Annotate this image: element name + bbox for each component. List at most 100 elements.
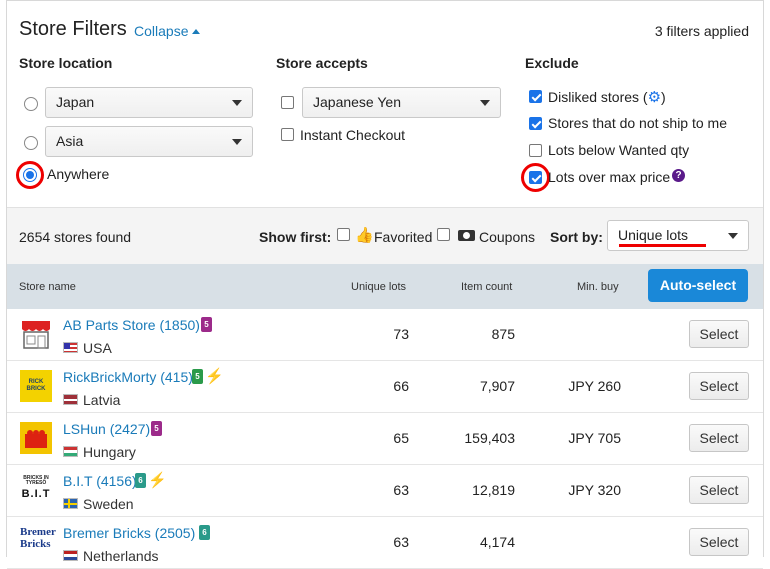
store-logo[interactable]: [20, 318, 52, 350]
bolt-icon: ⚡: [205, 368, 224, 385]
select-button[interactable]: Select: [689, 476, 749, 504]
table-row: RICK BRICK RickBrickMorty (415) 5 ⚡ Latv…: [7, 361, 763, 413]
unique-lots-value: 66: [393, 378, 409, 394]
auto-select-button[interactable]: Auto-select: [648, 269, 748, 302]
location-japan-radio[interactable]: [24, 97, 38, 111]
instant-checkout-checkbox[interactable]: [281, 128, 294, 141]
sort-select-value: Unique lots: [618, 227, 689, 243]
exclude-heading: Exclude: [525, 55, 579, 71]
collapse-label: Collapse: [134, 23, 189, 39]
sort-by-label: Sort by:: [550, 229, 603, 245]
favorited-label: Favorited: [374, 229, 433, 245]
table-row: LSHun (2427) 5 Hungary 65 159,403 JPY 70…: [7, 413, 763, 465]
disliked-stores-text-end: ): [661, 89, 666, 105]
store-logo-text: RICK BRICK: [26, 379, 46, 392]
feedback-badge-icon: 6: [199, 525, 210, 540]
annotation-underline: [619, 244, 706, 247]
location-anywhere-label: Anywhere: [47, 166, 110, 182]
col-unique-lots: Unique lots: [351, 281, 407, 293]
select-button[interactable]: Select: [689, 372, 749, 400]
table-row: AB Parts Store (1850) 5 USA 73 875 Selec…: [7, 309, 763, 361]
select-button[interactable]: Select: [689, 320, 749, 348]
item-count-value: 12,819: [472, 482, 515, 498]
currency-select-value: Japanese Yen: [313, 94, 401, 110]
store-logo[interactable]: RICK BRICK: [20, 370, 52, 402]
col-item-count: Item count: [461, 281, 513, 293]
select-button[interactable]: Select: [689, 528, 749, 556]
below-wanted-checkbox[interactable]: [529, 144, 542, 157]
disliked-stores-checkbox[interactable]: [529, 90, 542, 103]
country-select-value: Japan: [56, 94, 95, 110]
results-bar: 2654 stores found Show first: 👍 Favorite…: [7, 207, 763, 264]
unique-lots-value: 73: [393, 326, 409, 342]
no-ship-label: Stores that do not ship to me: [548, 115, 727, 131]
store-country: Sweden: [83, 496, 134, 512]
bolt-icon: ⚡: [148, 472, 167, 489]
coupons-checkbox[interactable]: [437, 228, 450, 241]
store-logo[interactable]: [20, 422, 52, 454]
location-region-radio[interactable]: [24, 136, 38, 150]
coupons-label: Coupons: [479, 229, 536, 245]
store-name-link[interactable]: B.I.T (4156): [63, 473, 137, 489]
region-select[interactable]: Asia: [45, 126, 253, 157]
store-name-link[interactable]: AB Parts Store (1850): [63, 317, 200, 333]
gear-icon[interactable]: ⚙: [647, 89, 662, 106]
panel-title: Store Filters: [19, 18, 127, 40]
currency-select[interactable]: Japanese Yen: [302, 87, 501, 118]
unique-lots-value: 63: [393, 534, 409, 550]
annotation-circle: [521, 163, 550, 192]
stores-found-count: 2654 stores found: [19, 229, 132, 245]
caret-up-icon: [192, 29, 201, 34]
col-store-name: Store name: [19, 281, 76, 293]
store-accepts-heading: Store accepts: [276, 55, 368, 71]
store-logo-big: B.I.T: [21, 488, 51, 500]
location-anywhere-radio[interactable]: [23, 168, 37, 182]
over-max-price-label: Lots over max price: [548, 169, 671, 185]
store-logo-text: BRICKS IN TYRESÖ: [23, 475, 49, 486]
coupon-icon: [458, 230, 475, 241]
chevron-down-icon: [232, 100, 242, 106]
store-name-link[interactable]: LSHun (2427): [63, 421, 151, 437]
flag-latvia-icon: [63, 394, 78, 405]
store-logo-line1: Bremer: [20, 526, 56, 538]
unique-lots-value: 63: [393, 482, 409, 498]
select-button[interactable]: Select: [689, 424, 749, 452]
no-ship-checkbox[interactable]: [529, 117, 542, 130]
min-buy-value: JPY 260: [568, 378, 621, 394]
flag-usa-icon: [63, 342, 78, 353]
favorited-checkbox[interactable]: [337, 228, 350, 241]
store-location-heading: Store location: [19, 55, 113, 71]
annotation-circle: [16, 161, 44, 189]
store-logo[interactable]: Bremer Bricks: [20, 526, 56, 558]
show-first-label: Show first:: [259, 229, 332, 245]
filters-applied-count: 3 filters applied: [654, 23, 749, 39]
store-name-link[interactable]: RickBrickMorty (415): [63, 369, 193, 385]
instant-checkout-label: Instant Checkout: [300, 127, 406, 143]
currency-checkbox[interactable]: [281, 96, 294, 109]
disliked-stores-label: Disliked stores (⚙): [548, 88, 666, 106]
table-row: Bremer Bricks Bremer Bricks (2505) 6 Net…: [7, 517, 763, 569]
store-filters-panel: Store Filters Collapse 3 filters applied…: [6, 0, 764, 569]
over-max-price-checkbox[interactable]: [529, 171, 542, 184]
chevron-down-icon: [728, 233, 738, 239]
below-wanted-label: Lots below Wanted qty: [548, 142, 690, 158]
disliked-stores-text: Disliked stores (: [548, 89, 648, 105]
help-icon[interactable]: ?: [672, 169, 685, 182]
item-count-value: 7,907: [479, 378, 515, 394]
store-country: Netherlands: [83, 548, 159, 564]
item-count-value: 4,174: [479, 534, 515, 550]
feedback-badge-icon: 5: [201, 317, 212, 332]
store-logo-line2: Bricks: [20, 538, 51, 550]
feedback-badge-icon: 5: [151, 421, 162, 436]
feedback-badge-icon: 6: [135, 473, 146, 488]
min-buy-value: JPY 705: [568, 430, 621, 446]
min-buy-value: JPY 320: [568, 482, 621, 498]
item-count-value: 159,403: [464, 430, 515, 446]
region-select-value: Asia: [56, 133, 84, 149]
flag-hungary-icon: [63, 446, 78, 457]
chevron-down-icon: [480, 100, 490, 106]
country-select[interactable]: Japan: [45, 87, 253, 118]
store-logo[interactable]: BRICKS IN TYRESÖ B.I.T: [20, 474, 52, 506]
store-name-link[interactable]: Bremer Bricks (2505): [63, 525, 196, 541]
collapse-link[interactable]: Collapse: [134, 23, 201, 39]
